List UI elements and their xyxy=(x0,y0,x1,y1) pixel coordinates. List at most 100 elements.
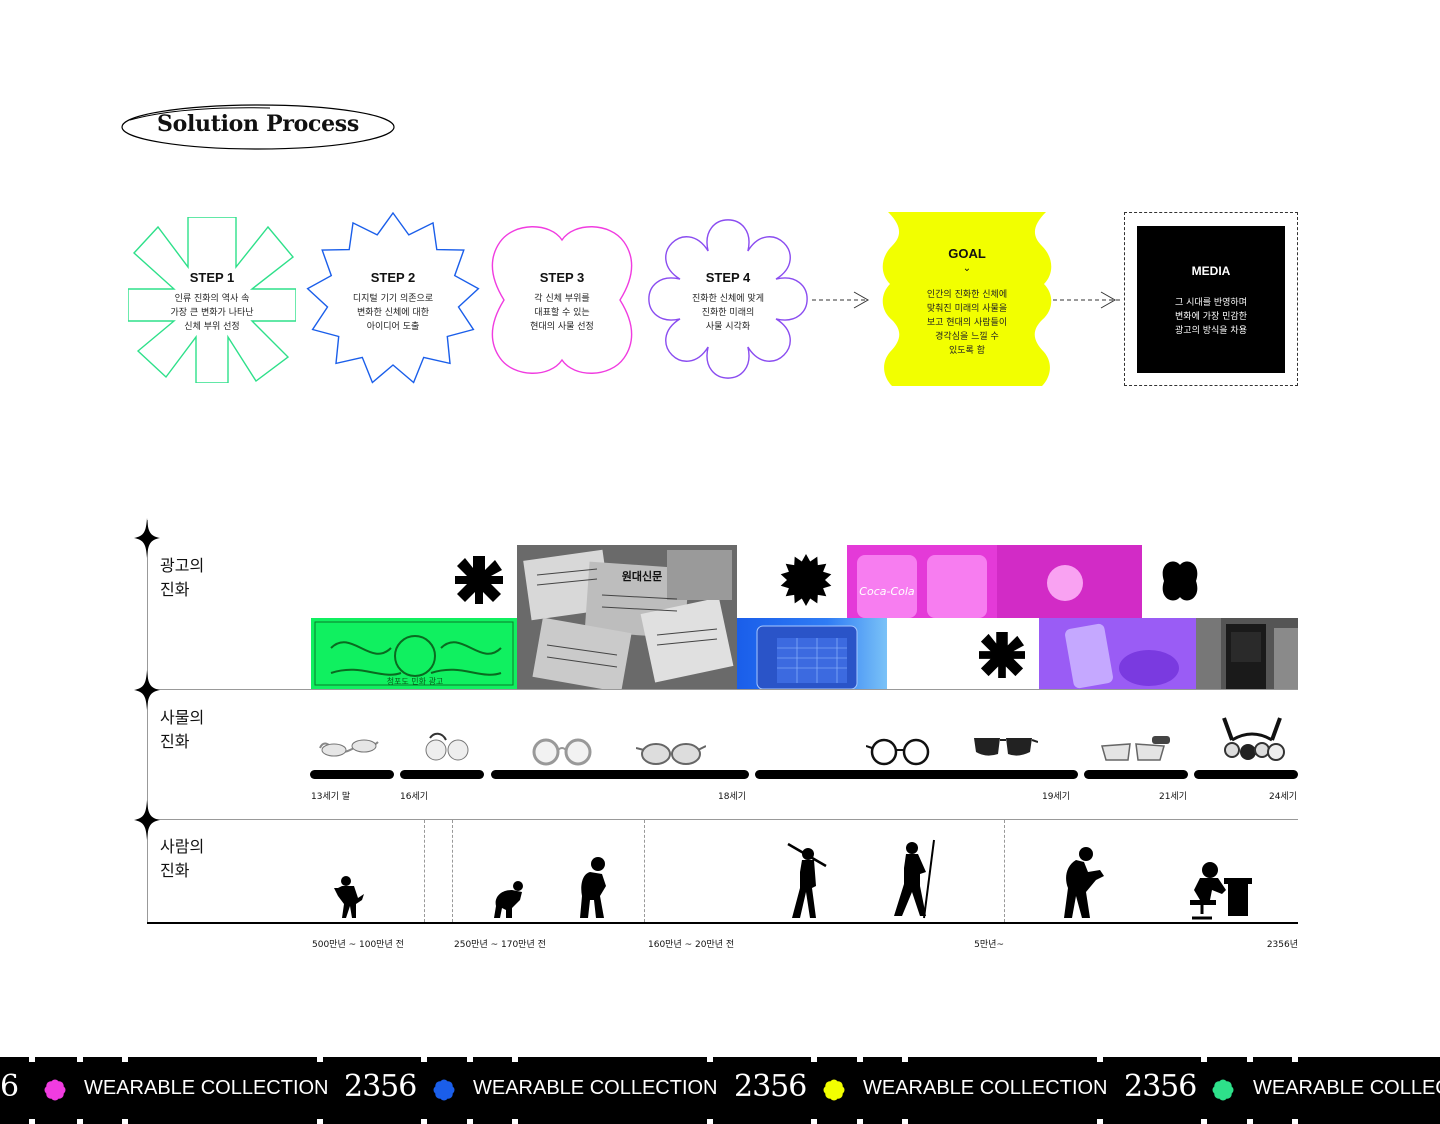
row-label-object: 사물의 진화 xyxy=(160,708,205,751)
object-era-label: 13세기 말 xyxy=(311,792,351,802)
human-era-label: 250만년 ~ 170만년 전 xyxy=(454,940,546,950)
band-notch xyxy=(902,1057,908,1062)
band-notch xyxy=(1097,1057,1103,1062)
goal-description: 인간의 진화한 신체에 맞춰진 미래의 사물을 보고 현대의 사람들이 경각심을… xyxy=(926,290,1008,356)
section-title: Solution Process xyxy=(120,100,400,154)
green-folk-poster-image: 청포도 민화 광고 xyxy=(311,618,517,689)
spear-hunter-silhouette-icon xyxy=(894,839,935,919)
timeline-divider xyxy=(147,689,1298,690)
wearable-collection-band: 6 WEARABLE COLLECTION 2356 WEARABLE COLL… xyxy=(0,1057,1440,1124)
flower-icon xyxy=(823,1079,845,1101)
asterisk-icon xyxy=(979,632,1025,678)
era-bar xyxy=(1084,770,1188,779)
era-bar xyxy=(1194,770,1298,779)
band-notch xyxy=(1292,1119,1298,1124)
band-notch xyxy=(122,1119,128,1124)
timeline-divider xyxy=(147,819,1298,820)
object-era-label: 18세기 xyxy=(717,792,746,802)
media-description: 그 시대를 반영하며 변화에 가장 민감한 광고의 방식을 차용 xyxy=(1175,298,1247,336)
object-era-label: 16세기 xyxy=(400,792,429,802)
clover-icon xyxy=(1162,561,1198,601)
title-ellipse-outline xyxy=(121,104,395,150)
band-notch xyxy=(467,1057,473,1062)
step-1-card: STEP 1 인류 진화의 역사 속 가장 큰 변화가 나타난 신체 부위 선정 xyxy=(128,217,296,383)
sparkle-icon xyxy=(134,800,160,840)
human-era-label: 2356년 xyxy=(1266,940,1298,950)
band-notch xyxy=(467,1119,473,1124)
step-2-card: STEP 2 디지털 기기 의존으로 변화한 신체에 대한 아이디어 도출 xyxy=(305,212,481,386)
band-label: WEARABLE COLLECTION xyxy=(473,1077,718,1099)
human-era-label: 5만년~ xyxy=(974,940,1004,950)
human-era-label: 160만년 ~ 20만년 전 xyxy=(648,940,735,950)
chevron-down-icon: ⌄ xyxy=(962,263,972,274)
band-notch xyxy=(1097,1119,1103,1124)
band-notch xyxy=(1201,1057,1207,1062)
page-title: Solution Process xyxy=(157,111,359,137)
goal-title: GOAL xyxy=(948,246,986,261)
band-notch xyxy=(512,1057,518,1062)
step-1-title: STEP 1 xyxy=(189,270,235,285)
band-notch xyxy=(421,1119,427,1124)
band-notch xyxy=(857,1057,863,1062)
hunched-phone-user-silhouette-icon xyxy=(1064,847,1104,918)
era-separator xyxy=(424,820,425,922)
era-separator xyxy=(644,820,645,922)
step-3-cloud-shape xyxy=(491,226,633,374)
goal-wavy-shape xyxy=(882,212,1052,386)
row-label-ad: 광고의 진화 xyxy=(160,556,205,599)
step-3-card: STEP 3 각 신체 부위를 대표할 수 있는 현대의 사물 선정 xyxy=(490,222,634,378)
goal-card: GOAL ⌄ 인간의 진화한 신체에 맞춰진 미래의 사물을 보고 현대의 사람… xyxy=(882,212,1052,386)
era-bar xyxy=(491,770,749,779)
step-2-title: STEP 2 xyxy=(370,270,416,285)
round-black-frame-glasses-image xyxy=(866,738,930,766)
band-notch xyxy=(512,1119,518,1124)
era-bar xyxy=(310,770,394,779)
sunglasses-image xyxy=(974,738,1038,756)
step-2-description: 디지털 기기 의존으로 변화한 신체에 대한 아이디어 도출 xyxy=(352,294,434,332)
band-notch xyxy=(421,1057,427,1062)
monkey-silhouette-icon xyxy=(334,876,364,918)
object-era-label: 21세기 xyxy=(1158,792,1187,802)
era-separator xyxy=(1004,820,1005,922)
flower-icon xyxy=(44,1079,66,1101)
era-bar xyxy=(755,770,1078,779)
folding-glasses-image xyxy=(636,743,706,765)
newspaper-collage-image: 원대신문 xyxy=(517,545,737,689)
homo-erectus-silhouette-icon xyxy=(787,842,827,918)
band-notch xyxy=(1201,1119,1207,1124)
media-title: MEDIA xyxy=(1191,264,1231,278)
row-label-human: 사람의 진화 xyxy=(160,837,205,880)
digital-signage-ad-image xyxy=(1196,618,1298,689)
band-notch xyxy=(77,1057,83,1062)
step-4-card: STEP 4 진화한 신체에 맞게 진화한 미래의 사물 시각화 xyxy=(644,215,812,383)
round-glasses-image xyxy=(532,738,592,766)
sparkle-icon xyxy=(134,518,160,558)
newspaper-headline: 원대신문 xyxy=(622,569,662,583)
coca-cola-ad-image: Coca-Cola xyxy=(847,545,1142,618)
step-2-starburst-shape xyxy=(306,212,480,384)
band-notch xyxy=(707,1057,713,1062)
band-background xyxy=(0,1057,1440,1124)
early-hominid-silhouette-icon xyxy=(580,857,606,918)
flower-icon xyxy=(1212,1079,1234,1101)
band-notch xyxy=(77,1119,83,1124)
band-year-partial: 6 xyxy=(0,1069,19,1104)
step-4-flower-shape xyxy=(648,219,808,379)
band-notch xyxy=(811,1119,817,1124)
band-notch xyxy=(29,1057,35,1062)
step-1-description: 인류 진화의 역사 속 가장 큰 변화가 나타난 신체 부위 선정 xyxy=(170,294,254,332)
timeline-baseline xyxy=(147,922,1298,924)
step-3-description: 각 신체 부위를 대표할 수 있는 현대의 사물 선정 xyxy=(530,294,594,332)
dashed-arrow-icon xyxy=(812,291,870,309)
step-3-title: STEP 3 xyxy=(539,270,585,285)
era-bar xyxy=(400,770,484,779)
coke-logo-text: Coca-Cola xyxy=(859,585,915,598)
band-notch xyxy=(857,1119,863,1124)
timeline-vertical-axis xyxy=(147,520,148,922)
ape-crouching-silhouette-icon xyxy=(494,881,523,918)
media-card: MEDIA 그 시대를 반영하며 변화에 가장 민감한 광고의 방식을 차용 xyxy=(1124,212,1298,386)
object-era-label: 24세기 xyxy=(1268,792,1297,802)
band-notch xyxy=(1247,1119,1253,1124)
band-year: 2356 xyxy=(1124,1069,1197,1104)
band-notch xyxy=(122,1057,128,1062)
